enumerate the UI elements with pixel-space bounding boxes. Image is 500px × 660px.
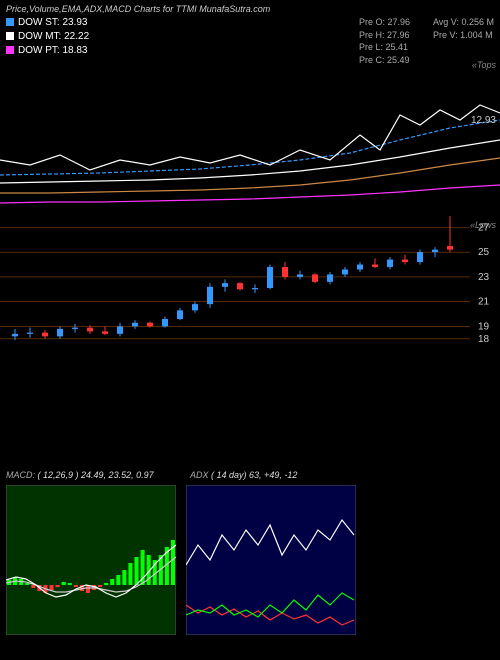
ohlc-stats: Pre O: 27.96 Pre H: 27.96 Pre L: 25.41 P… [359,16,410,66]
legend-pt: DOW PT: 18.83 [6,44,89,58]
ema-chart [0,65,500,205]
svg-text:19: 19 [478,321,490,332]
ema-value-label: 12.93 [471,115,496,126]
svg-text:18: 18 [478,334,490,345]
svg-text:21: 21 [478,297,490,308]
candlestick-chart: 27 25 23 21 19 18 [0,215,500,360]
svg-text:25: 25 [478,247,490,258]
svg-text:27: 27 [478,222,490,233]
macd-chart [6,485,176,635]
volume-stats: Avg V: 0.256 M Pre V: 1.004 M [433,16,494,41]
macd-label: MACD: ( 12,26,9 ) 24.49, 23.52, 0.97 [6,470,154,480]
legend-mt: DOW MT: 22.22 [6,30,89,44]
legend-st: DOW ST: 23.93 [6,16,89,30]
legend: DOW ST: 23.93 DOW MT: 22.22 DOW PT: 18.8… [6,16,89,58]
adx-chart [186,485,356,635]
svg-text:23: 23 [478,272,490,283]
adx-label: ADX ( 14 day) 63, +49, -12 [190,470,297,480]
